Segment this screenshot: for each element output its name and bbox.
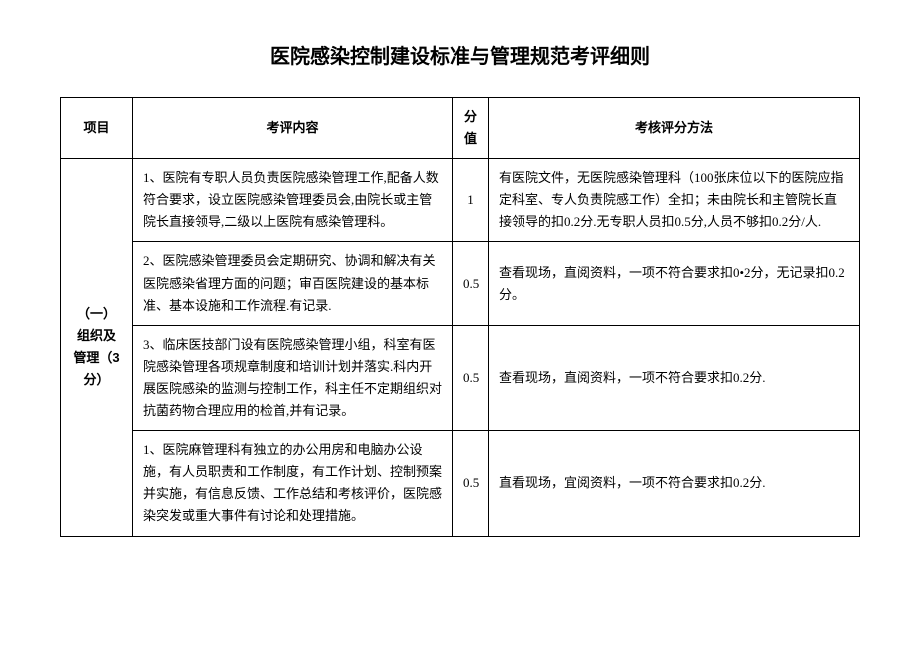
method-cell: 查看现场，直阅资料，一项不符合要求扣0.2分. (489, 325, 860, 430)
header-method: 考核评分方法 (489, 98, 860, 159)
table-row: 3、临床医技部门设有医院感染管理小组，科室有医院感染管理各项规章制度和培训计划并… (61, 325, 860, 430)
table-row: 1、医院麻管理科有独立的办公用房和电脑办公设施，有人员职责和工作制度，有工作计划… (61, 431, 860, 536)
evaluation-table: 项目 考评内容 分值 考核评分方法 （一）组织及管理（3分） 1、医院有专职人员… (60, 97, 860, 537)
score-cell: 0.5 (453, 431, 489, 536)
score-cell: 0.5 (453, 325, 489, 430)
table-row: （一）组织及管理（3分） 1、医院有专职人员负责医院感染管理工作,配备人数符合要… (61, 159, 860, 242)
score-cell: 1 (453, 159, 489, 242)
content-cell: 2、医院感染管理委员会定期研究、协调和解决有关医院感染省理方面的问题；审百医院建… (133, 242, 453, 325)
content-cell: 1、医院麻管理科有独立的办公用房和电脑办公设施，有人员职责和工作制度，有工作计划… (133, 431, 453, 536)
header-score: 分值 (453, 98, 489, 159)
table-header-row: 项目 考评内容 分值 考核评分方法 (61, 98, 860, 159)
content-cell: 3、临床医技部门设有医院感染管理小组，科室有医院感染管理各项规章制度和培训计划并… (133, 325, 453, 430)
table-row: 2、医院感染管理委员会定期研究、协调和解决有关医院感染省理方面的问题；审百医院建… (61, 242, 860, 325)
content-cell: 1、医院有专职人员负责医院感染管理工作,配备人数符合要求，设立医院感染管理委员会… (133, 159, 453, 242)
section-label-cell: （一）组织及管理（3分） (61, 159, 133, 536)
score-cell: 0.5 (453, 242, 489, 325)
page-title: 医院感染控制建设标准与管理规范考评细则 (60, 40, 860, 69)
header-content: 考评内容 (133, 98, 453, 159)
method-cell: 直看现场，宜阅资料，一项不符合要求扣0.2分. (489, 431, 860, 536)
method-cell: 查看现场，直阅资料，一项不符合要求扣0•2分，无记录扣0.2分。 (489, 242, 860, 325)
header-project: 项目 (61, 98, 133, 159)
method-cell: 有医院文件，无医院感染管理科（100张床位以下的医院应指定科室、专人负责院感工作… (489, 159, 860, 242)
